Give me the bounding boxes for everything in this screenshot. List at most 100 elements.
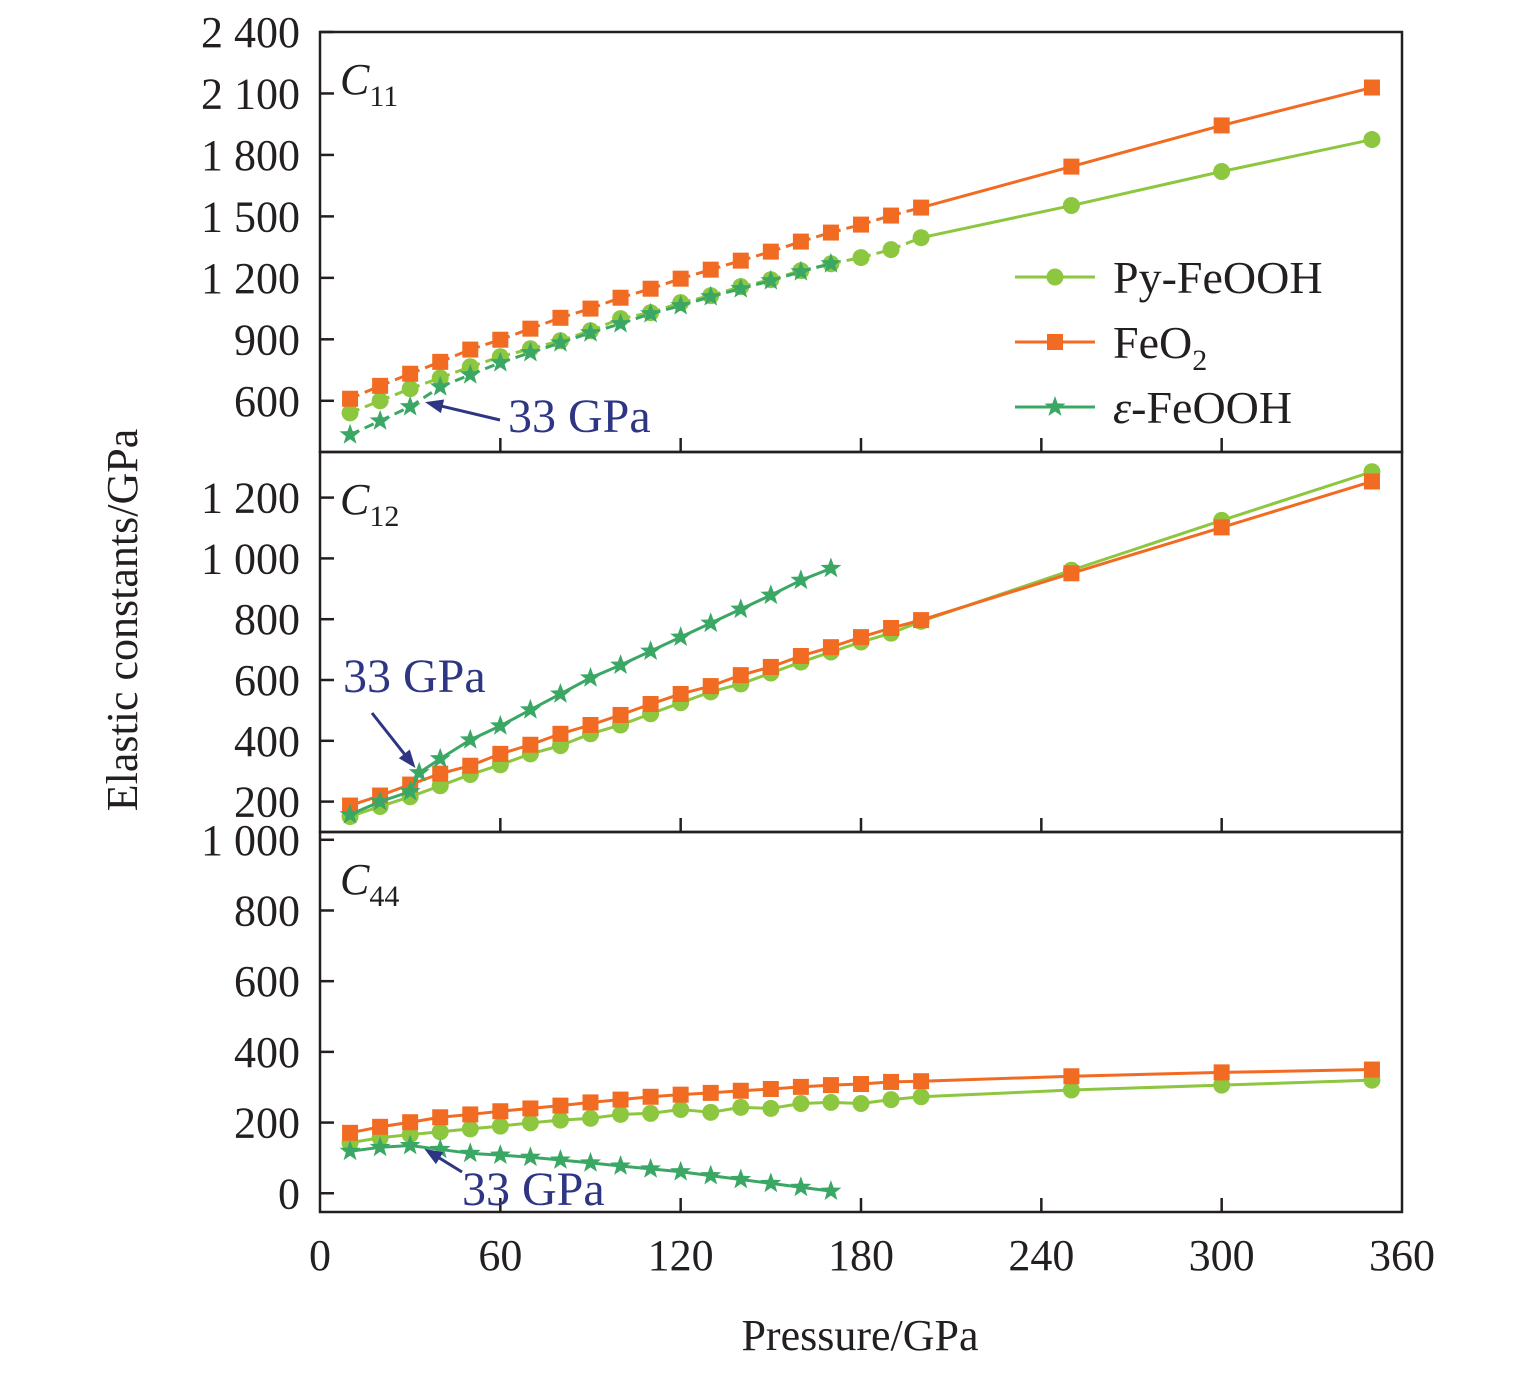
data-point-circle — [1062, 197, 1080, 215]
annotation-33gpa: 33 GPa — [343, 650, 486, 703]
x-tick-label: 300 — [1189, 1231, 1255, 1280]
y-tick-label: 1 000 — [201, 534, 300, 583]
data-point-square — [762, 1080, 779, 1097]
data-point-star — [580, 666, 601, 687]
data-point-square — [522, 1100, 539, 1117]
data-point-square — [1063, 1068, 1080, 1085]
data-point-star — [399, 395, 421, 416]
data-point-star — [610, 654, 631, 674]
y-tick-label: 200 — [234, 778, 300, 827]
data-point-circle — [762, 1099, 780, 1117]
series-FeO2 — [342, 1061, 1380, 1141]
legend-label-name: FeO — [1113, 317, 1192, 368]
data-point-square — [853, 629, 869, 646]
data-point-square — [1047, 334, 1063, 350]
data-point-star — [550, 1149, 571, 1169]
data-point-square — [522, 320, 539, 337]
data-point-square — [883, 1073, 900, 1090]
data-point-star — [429, 375, 451, 396]
data-point-star — [790, 569, 812, 590]
data-point-star — [489, 1144, 511, 1164]
series-line-segment — [1071, 170, 1222, 207]
data-point-circle — [612, 1105, 630, 1123]
series-FeO2 — [342, 79, 1380, 407]
data-point-circle — [852, 1094, 870, 1112]
data-point-star — [339, 423, 361, 444]
data-point-square — [462, 341, 479, 358]
data-point-square — [552, 309, 569, 326]
y-tick-label: 600 — [234, 957, 300, 1006]
legend-label: ε-FeOOH — [1113, 382, 1292, 433]
legend-label: Py-FeOOH — [1113, 252, 1323, 303]
data-point-star — [339, 803, 361, 824]
data-point-square — [1363, 473, 1380, 490]
series-FeO2 — [342, 473, 1380, 814]
data-point-star — [820, 1180, 842, 1200]
data-point-star — [730, 1168, 752, 1189]
legend-label-name: Py-FeOOH — [1113, 252, 1323, 303]
data-point-star — [519, 698, 541, 719]
data-point-square — [582, 716, 599, 733]
series-Py-FeOOH — [341, 1071, 1381, 1152]
series-line-segment — [1221, 138, 1373, 173]
data-point-square — [732, 667, 749, 684]
data-point-star — [429, 747, 451, 768]
data-point-square — [822, 224, 839, 241]
data-point-square — [822, 1077, 839, 1094]
series-e-FeOOH — [339, 252, 842, 444]
data-point-star — [489, 351, 511, 372]
data-point-star — [610, 1155, 631, 1175]
y-tick-label: 400 — [234, 1028, 300, 1077]
data-point-circle — [401, 1126, 419, 1144]
data-point-circle — [1363, 131, 1381, 149]
data-point-circle — [371, 392, 389, 410]
data-point-square — [402, 1114, 419, 1131]
data-point-star — [399, 780, 421, 801]
data-point-square — [702, 678, 719, 695]
x-tick-label: 180 — [828, 1231, 894, 1280]
series-line-segment — [920, 165, 1072, 210]
panel-label-subscript: 11 — [369, 80, 398, 113]
data-point-star — [790, 1176, 812, 1197]
data-point-star — [700, 285, 722, 306]
series-line-segment — [921, 1074, 1072, 1083]
series-line-segment — [920, 204, 1072, 240]
data-point-star — [820, 252, 842, 273]
data-point-circle — [852, 249, 870, 267]
y-tick-label: 400 — [234, 717, 300, 766]
data-point-square — [522, 736, 539, 753]
data-point-square — [762, 243, 779, 260]
series-line-segment — [1221, 86, 1373, 127]
data-point-square — [883, 620, 900, 637]
series-e-FeOOH — [339, 557, 842, 824]
data-point-square — [552, 725, 569, 742]
legend-label: FeO2 — [1113, 317, 1207, 377]
series-line-segment — [1221, 1068, 1372, 1074]
series-e-FeOOH — [339, 1134, 842, 1200]
annotation-33gpa: 33 GPa — [508, 390, 651, 443]
data-point-star — [670, 1160, 692, 1181]
data-point-square — [492, 331, 509, 348]
data-point-square — [1213, 1064, 1230, 1081]
y-tick-label: 800 — [234, 595, 300, 644]
data-point-star — [369, 1136, 391, 1157]
annotation-arrow-head — [424, 1148, 444, 1165]
data-point-circle — [912, 229, 930, 247]
series-line-segment — [1071, 1083, 1222, 1092]
annotation-arrow-line — [435, 1154, 463, 1174]
data-point-circle — [642, 1104, 660, 1122]
y-tick-label: 900 — [234, 315, 300, 364]
data-point-star — [640, 640, 662, 660]
panel-C12: 200 400 600 800 1 000 1 200 C12 33 GPa — [201, 450, 1404, 834]
panel-C11: 600 900 1 200 1 500 1 800 2 100 2 400 C11 33 GPa — [201, 8, 1404, 454]
data-point-square — [342, 390, 359, 407]
data-point-star — [550, 683, 571, 703]
data-point-square — [1363, 1061, 1380, 1078]
data-point-square — [822, 639, 839, 656]
panel-label-subscript: 12 — [369, 500, 399, 533]
data-point-square — [432, 353, 449, 370]
data-point-star — [339, 1140, 361, 1161]
data-point-square — [1063, 565, 1080, 582]
data-point-square — [672, 1086, 689, 1103]
